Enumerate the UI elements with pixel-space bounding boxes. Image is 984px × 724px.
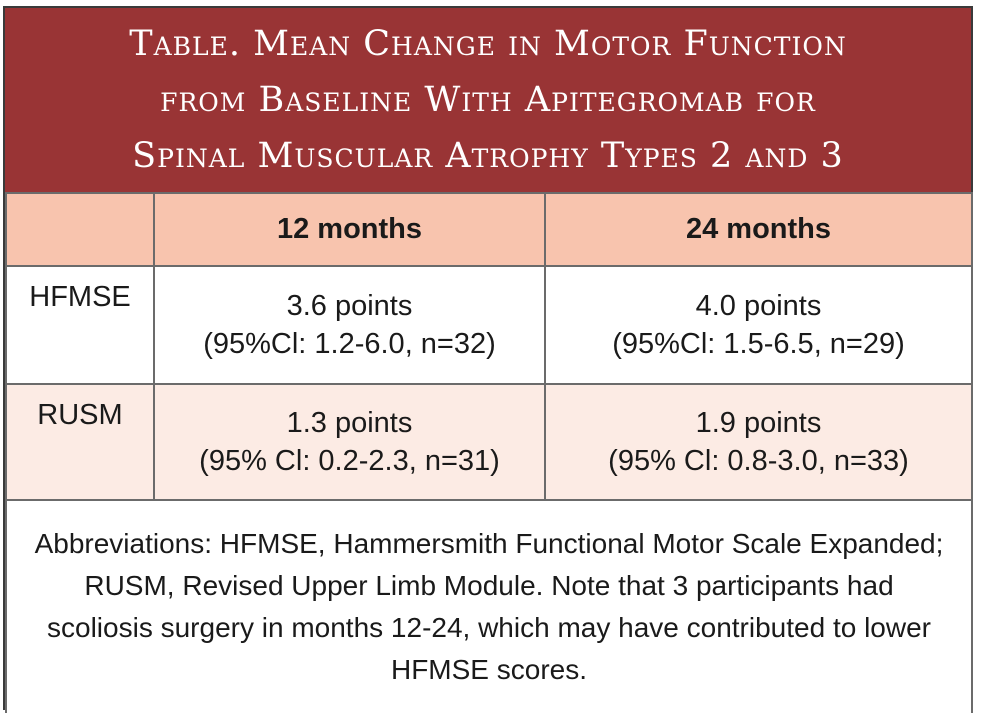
header-24-months: 24 months (544, 192, 973, 267)
row-label-hfmse: HFMSE (5, 265, 155, 385)
cell-rusm-24-months: 1.9 points (95% Cl: 0.8-3.0, n=33) (544, 383, 973, 501)
results-table: 12 months 24 months HFMSE 3.6 points (95… (5, 192, 973, 713)
cell-value: 1.3 points (286, 407, 413, 439)
table-row: HFMSE 3.6 points (95%Cl: 1.2-6.0, n=32) … (5, 265, 973, 385)
table-frame: Table. Mean Change in Motor Function fro… (3, 6, 973, 713)
header-row: 12 months 24 months (5, 192, 973, 267)
cell-value: 4.0 points (695, 290, 822, 322)
cell-value: 3.6 points (286, 290, 413, 322)
table-row: RUSM 1.3 points (95% Cl: 0.2-2.3, n=31) … (5, 383, 973, 501)
cell-ci: (95% Cl: 0.8-3.0, n=33) (608, 445, 909, 477)
title-line-1: Table. Mean Change in Motor Function (129, 24, 847, 64)
cell-hfmse-24-months: 4.0 points (95%Cl: 1.5-6.5, n=29) (544, 265, 973, 385)
header-12-months: 12 months (153, 192, 546, 267)
cell-ci: (95% Cl: 0.2-2.3, n=31) (199, 445, 500, 477)
title-line-3: Spinal Muscular Atrophy Types 2 and 3 (132, 136, 844, 176)
cell-value: 1.9 points (695, 407, 822, 439)
title-banner: Table. Mean Change in Motor Function fro… (5, 8, 971, 194)
table-title: Table. Mean Change in Motor Function fro… (109, 16, 866, 184)
cell-ci: (95%Cl: 1.5-6.5, n=29) (612, 328, 905, 360)
title-line-2: from Baseline With Apitegromab for (160, 80, 816, 120)
footnote: Abbreviations: HFMSE, Hammersmith Functi… (5, 499, 973, 713)
header-empty-cell (5, 192, 155, 267)
cell-rusm-12-months: 1.3 points (95% Cl: 0.2-2.3, n=31) (153, 383, 546, 501)
cell-hfmse-12-months: 3.6 points (95%Cl: 1.2-6.0, n=32) (153, 265, 546, 385)
cell-ci: (95%Cl: 1.2-6.0, n=32) (203, 328, 496, 360)
row-label-rusm: RUSM (5, 383, 155, 501)
footnote-row: Abbreviations: HFMSE, Hammersmith Functi… (5, 499, 973, 713)
